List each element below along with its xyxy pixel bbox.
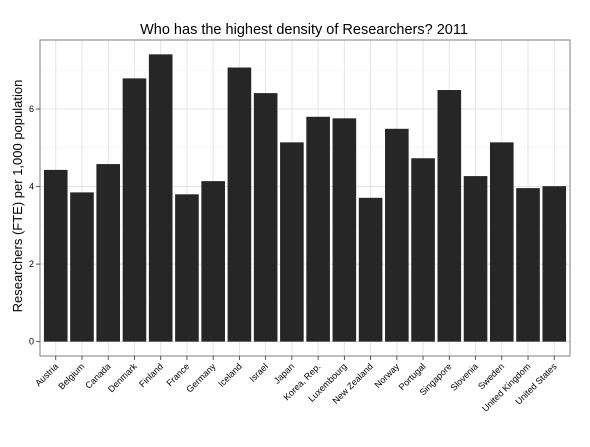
bar (542, 186, 567, 342)
bar (201, 181, 225, 342)
x-tick-label: Slovenia (448, 361, 479, 392)
bar (148, 54, 173, 342)
y-tick-label: 0 (29, 337, 34, 347)
bar (227, 67, 252, 342)
bar (70, 192, 94, 342)
bar (122, 78, 147, 342)
bar (43, 169, 68, 342)
bar (306, 116, 330, 342)
plot-panel (39, 39, 571, 357)
bar (385, 128, 409, 342)
bar (358, 197, 383, 342)
bar (175, 194, 199, 342)
bar (489, 142, 514, 342)
x-tick-label: Germany (184, 361, 218, 395)
chart-title: Who has the highest density of Researche… (140, 22, 468, 38)
y-tick-label: 4 (29, 182, 34, 192)
bar (96, 164, 121, 342)
bars (43, 54, 567, 342)
y-tick-label: 2 (29, 259, 34, 269)
bar (463, 176, 488, 342)
y-tick-label: 6 (29, 104, 34, 114)
x-tick-label: Belgium (56, 361, 86, 391)
x-tick-label: Israel (247, 361, 270, 384)
bar (516, 188, 540, 342)
x-tick-label: Iceland (216, 361, 244, 389)
y-axis-label: Researchers (FTE) per 1,000 population (10, 80, 25, 313)
bar (332, 118, 357, 342)
bar (280, 142, 304, 342)
y-axis: 0 2 4 6 (29, 104, 40, 347)
bar (411, 158, 435, 342)
x-tick-label: Finland (137, 361, 165, 389)
x-tick-label: Denmark (106, 361, 139, 394)
x-tick-label: Japan (272, 361, 296, 385)
bar (253, 93, 278, 342)
bar (437, 90, 462, 342)
